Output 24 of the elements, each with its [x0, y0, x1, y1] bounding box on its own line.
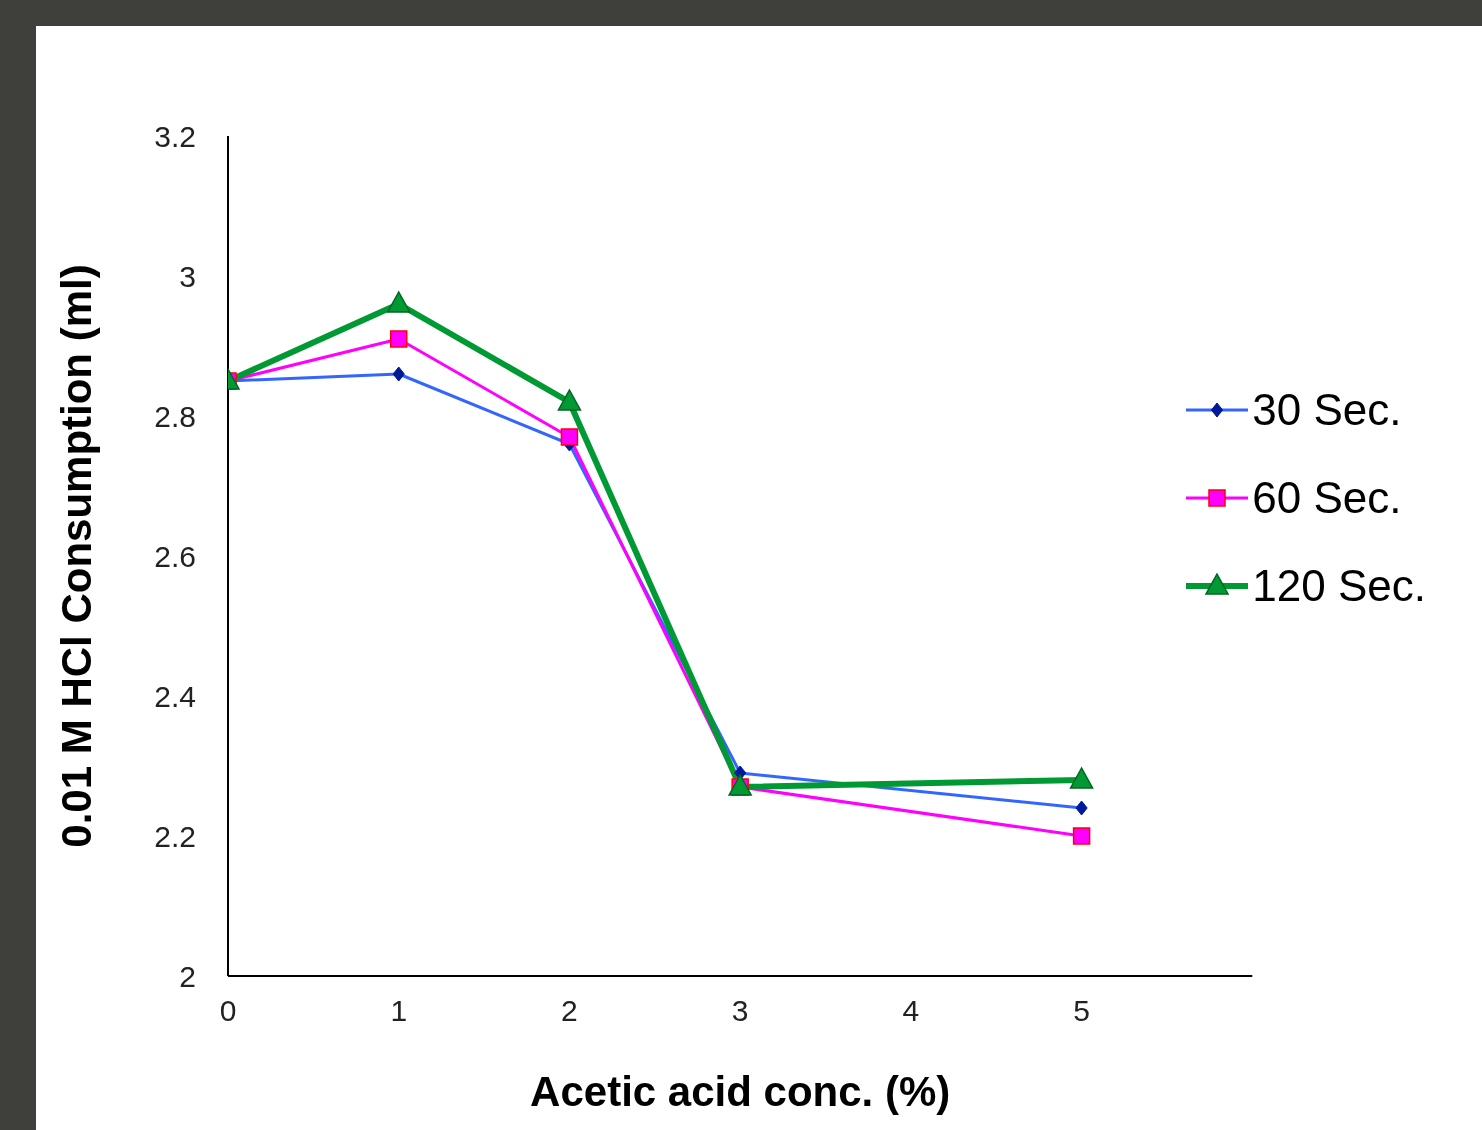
legend-label: 60 Sec.	[1252, 473, 1402, 523]
legend-label: 30 Sec.	[1252, 385, 1402, 435]
x-tick-label: 3	[731, 994, 749, 1028]
x-tick-label: 5	[1073, 994, 1090, 1028]
y-tick-label: 2.6	[154, 539, 196, 573]
y-tick-label: 2	[179, 959, 196, 993]
x-tick-label: 2	[561, 994, 578, 1028]
y-axis-title: 0.01 M HCl Consumption (ml)	[52, 264, 100, 848]
y-tick-label: 3	[179, 259, 196, 293]
y-tick-label: 3.2	[154, 119, 196, 153]
point	[386, 291, 411, 313]
x-tick-label: 1	[390, 994, 408, 1028]
y-tick-label: 2.4	[154, 679, 196, 713]
x-axis-title: Acetic acid conc. (%)	[530, 1068, 951, 1115]
point	[1069, 767, 1094, 789]
x-tick-label: 0	[219, 994, 237, 1028]
point	[560, 428, 579, 446]
x-tick-label: 4	[902, 994, 920, 1028]
point	[557, 389, 582, 411]
y-tick-label: 2.2	[154, 819, 196, 853]
y-tick-label: 2.8	[154, 399, 196, 433]
legend-label: 120 Sec.	[1252, 561, 1426, 611]
point	[389, 330, 408, 348]
point	[1072, 827, 1091, 845]
